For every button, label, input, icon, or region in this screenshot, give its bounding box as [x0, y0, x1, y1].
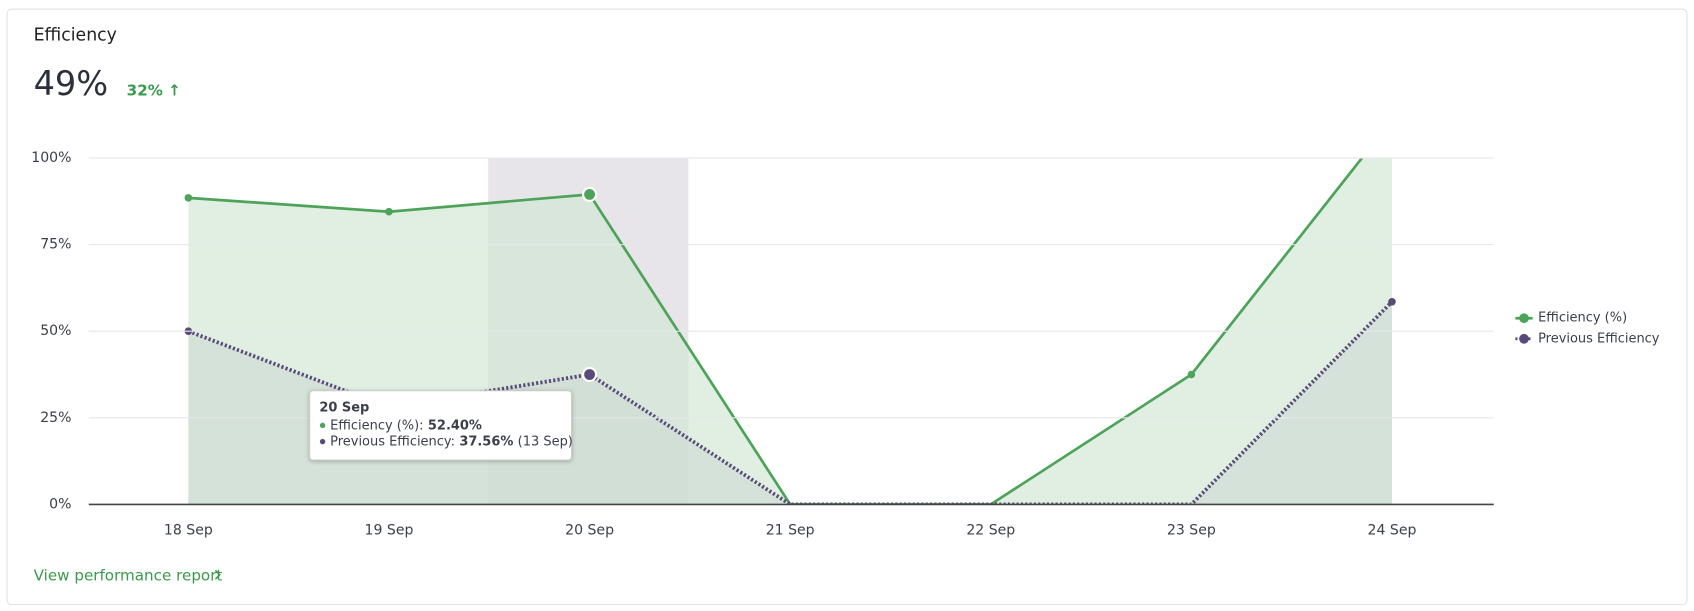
tooltip-row: Previous Efficiency: 37.56% (13 Sep) [330, 434, 573, 449]
kpi-value: 49% [34, 64, 109, 103]
legend-dot [1519, 333, 1529, 344]
tooltip-row: Efficiency (%): 52.40% [330, 418, 482, 433]
x-tick-label: 23 Sep [1167, 522, 1216, 538]
x-tick-label: 18 Sep [164, 522, 213, 538]
y-tick-label: 0% [49, 496, 71, 512]
tooltip-dot [319, 422, 326, 429]
legend-label: Efficiency (%) [1538, 311, 1627, 326]
tooltip-text: Previous Efficiency: [330, 434, 455, 449]
y-tick-label: 75% [40, 237, 71, 253]
tooltip-box [309, 390, 573, 461]
tooltip: 20 Sep Efficiency (%): 52.40%Previous Effi… [309, 390, 573, 461]
x-tick-label: 24 Sep [1368, 522, 1417, 538]
kpi-change: 32% ↑ [127, 81, 181, 99]
data-point [581, 366, 598, 383]
tooltip-title: 20 Sep [319, 401, 369, 416]
data-point [184, 194, 193, 202]
data-point [581, 186, 598, 202]
x-tick-label: 19 Sep [365, 522, 414, 538]
tooltip-dot [319, 438, 326, 445]
tooltip-text: Efficiency (%): [330, 418, 423, 433]
data-point [385, 207, 393, 216]
y-tick-label: 100% [31, 150, 71, 166]
link-chevron [214, 569, 221, 580]
legend-dot [1519, 313, 1529, 324]
x-tick-label: 22 Sep [966, 522, 1015, 538]
y-tick-label: 50% [40, 323, 71, 339]
card-title: Efficiency [34, 26, 117, 46]
tooltip-text: 52.40% [428, 418, 482, 433]
x-tick-label: 21 Sep [766, 522, 815, 538]
data-point [1388, 297, 1396, 306]
data-point [1187, 370, 1196, 379]
tooltip-text: (13 Sep) [518, 434, 573, 449]
report-link[interactable]: View performance report [34, 566, 223, 584]
y-tick-label: 25% [40, 410, 71, 426]
legend-label: Previous Efficiency [1538, 331, 1660, 346]
tooltip-text: 37.56% [459, 434, 513, 449]
x-tick-label: 20 Sep [565, 522, 614, 538]
